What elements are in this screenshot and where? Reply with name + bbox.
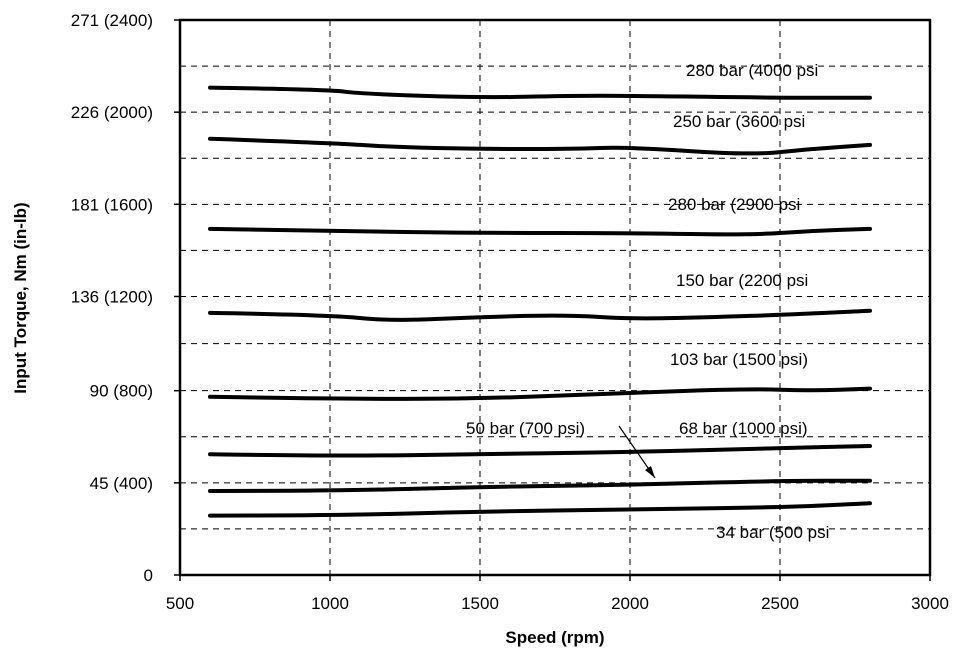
series-line-7: [208, 501, 872, 518]
y-tick-label: 136 (1200): [71, 287, 153, 306]
series-line-3: [208, 308, 872, 322]
series-label-68-1000: 68 bar (1000 psi): [679, 419, 808, 438]
label-layer: 280 bar (4000 psi 250 bar (3600 psi 280 …: [466, 61, 829, 542]
series-label-150-2200: 150 bar (2200 psi: [676, 271, 808, 290]
series-label-250-3600: 250 bar (3600 psi: [673, 112, 805, 131]
x-tick-label: 1000: [311, 594, 349, 613]
series-line-1: [208, 136, 872, 156]
y-axis-title: Input Torque, Nm (in-lb): [11, 202, 30, 393]
x-tick-label: 3000: [911, 594, 949, 613]
series-label-280-4000: 280 bar (4000 psi: [686, 61, 818, 80]
x-tick-label: 2500: [761, 594, 799, 613]
y-tick-label: 45 (400): [90, 474, 153, 493]
series-line-5: [208, 444, 872, 458]
y-tick-label: 90 (800): [90, 382, 153, 401]
series-line-4: [208, 386, 872, 401]
plot-frame: [178, 18, 932, 577]
annotation-arrowhead: [645, 466, 655, 478]
series-layer: [208, 85, 872, 518]
x-tick-label: 2000: [611, 594, 649, 613]
series-label-103-1500: 103 bar (1500 psi): [670, 350, 808, 369]
x-axis-title: Speed (rpm): [505, 628, 604, 647]
y-tick-label: 226 (2000): [71, 103, 153, 122]
tick-layer: 500 1000 1500 2000 2500 3000 0 45 (400) 90 (800)…: [71, 11, 949, 613]
series-line-0: [208, 85, 872, 100]
y-tick-label: 0: [144, 566, 153, 585]
y-tick-label: 181 (1600): [71, 195, 153, 214]
x-tick-label: 500: [166, 594, 194, 613]
x-tick-label: 1500: [461, 594, 499, 613]
series-label-34-500: 34 bar (500 psi: [716, 523, 829, 542]
series-label-50-700: 50 bar (700 psi): [466, 419, 585, 438]
series-line-2: [208, 226, 872, 237]
series-label-280-2900: 280 bar (2900 psi: [668, 195, 800, 214]
y-tick-label: 271 (2400): [71, 11, 153, 30]
grid-layer: [180, 20, 930, 575]
series-line-6: [208, 478, 872, 493]
